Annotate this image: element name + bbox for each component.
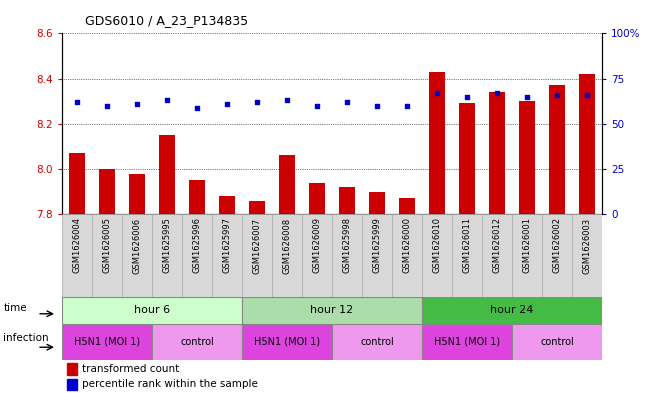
Point [582, 92, 592, 98]
Text: GSM1626007: GSM1626007 [253, 217, 262, 274]
Bar [67, 378, 77, 390]
Bar [422, 297, 602, 324]
Bar [279, 155, 296, 214]
Text: GSM1626005: GSM1626005 [102, 217, 111, 274]
Point [372, 103, 382, 109]
Text: GDS6010 / A_23_P134835: GDS6010 / A_23_P134835 [85, 14, 248, 27]
Bar [579, 74, 596, 214]
Bar [459, 103, 475, 214]
Bar [452, 214, 482, 297]
Bar [549, 85, 566, 214]
Bar [62, 297, 242, 324]
Bar [368, 192, 385, 214]
Point [312, 103, 322, 109]
Text: hour 12: hour 12 [311, 305, 353, 316]
Bar [332, 324, 422, 360]
Bar [152, 214, 182, 297]
Point [191, 105, 202, 111]
Text: GSM1626011: GSM1626011 [463, 217, 471, 274]
Bar [92, 214, 122, 297]
Text: GSM1626002: GSM1626002 [553, 217, 562, 274]
Bar [68, 153, 85, 214]
Bar [332, 214, 362, 297]
Text: hour 24: hour 24 [490, 305, 534, 316]
Point [252, 99, 262, 105]
Text: control: control [540, 337, 574, 347]
Text: control: control [180, 337, 214, 347]
Text: percentile rank within the sample: percentile rank within the sample [83, 379, 258, 389]
Bar [512, 324, 602, 360]
Point [492, 90, 503, 96]
Text: GSM1626004: GSM1626004 [72, 217, 81, 274]
Bar [362, 214, 392, 297]
Text: GSM1626001: GSM1626001 [523, 217, 532, 274]
Bar [182, 214, 212, 297]
Point [161, 97, 172, 103]
Text: hour 6: hour 6 [134, 305, 170, 316]
Bar [339, 187, 355, 214]
Text: GSM1626012: GSM1626012 [493, 217, 502, 274]
Text: GSM1625997: GSM1625997 [223, 217, 232, 274]
Text: time: time [3, 303, 27, 313]
Text: GSM1626006: GSM1626006 [132, 217, 141, 274]
Point [102, 103, 112, 109]
Point [462, 94, 473, 100]
Bar [67, 363, 77, 375]
Bar [542, 214, 572, 297]
Bar [272, 214, 302, 297]
Text: H5N1 (MOI 1): H5N1 (MOI 1) [434, 337, 500, 347]
Bar [62, 324, 152, 360]
Text: GSM1626008: GSM1626008 [283, 217, 292, 274]
Text: GSM1626000: GSM1626000 [402, 217, 411, 274]
Point [552, 92, 562, 98]
Text: GSM1626009: GSM1626009 [312, 217, 322, 274]
Text: GSM1625996: GSM1625996 [193, 217, 201, 274]
Bar [392, 214, 422, 297]
Text: GSM1626010: GSM1626010 [432, 217, 441, 274]
Bar [98, 169, 115, 214]
Bar [309, 182, 326, 214]
Bar [62, 214, 92, 297]
Bar [572, 214, 602, 297]
Bar [219, 196, 235, 214]
Bar [489, 92, 505, 214]
Point [432, 90, 442, 96]
Bar [242, 214, 272, 297]
Point [132, 101, 142, 107]
Bar [519, 101, 535, 214]
Point [222, 101, 232, 107]
Point [342, 99, 352, 105]
Bar [482, 214, 512, 297]
Bar [429, 72, 445, 214]
Point [402, 103, 412, 109]
Text: H5N1 (MOI 1): H5N1 (MOI 1) [74, 337, 140, 347]
Bar [512, 214, 542, 297]
Text: transformed count: transformed count [83, 364, 180, 374]
Text: GSM1626003: GSM1626003 [583, 217, 592, 274]
Text: H5N1 (MOI 1): H5N1 (MOI 1) [254, 337, 320, 347]
Bar [249, 201, 265, 214]
Bar [422, 214, 452, 297]
Bar [152, 324, 242, 360]
Point [72, 99, 82, 105]
Bar [399, 198, 415, 214]
Bar [189, 180, 205, 214]
Bar [212, 214, 242, 297]
Point [282, 97, 292, 103]
Text: GSM1625999: GSM1625999 [372, 217, 381, 274]
Text: control: control [360, 337, 394, 347]
Text: GSM1625995: GSM1625995 [162, 217, 171, 274]
Text: GSM1625998: GSM1625998 [342, 217, 352, 274]
Bar [159, 135, 175, 214]
Bar [122, 214, 152, 297]
Text: infection: infection [3, 332, 49, 343]
Point [522, 94, 533, 100]
Bar [129, 174, 145, 214]
Bar [302, 214, 332, 297]
Bar [422, 324, 512, 360]
Bar [242, 324, 332, 360]
Bar [242, 297, 422, 324]
